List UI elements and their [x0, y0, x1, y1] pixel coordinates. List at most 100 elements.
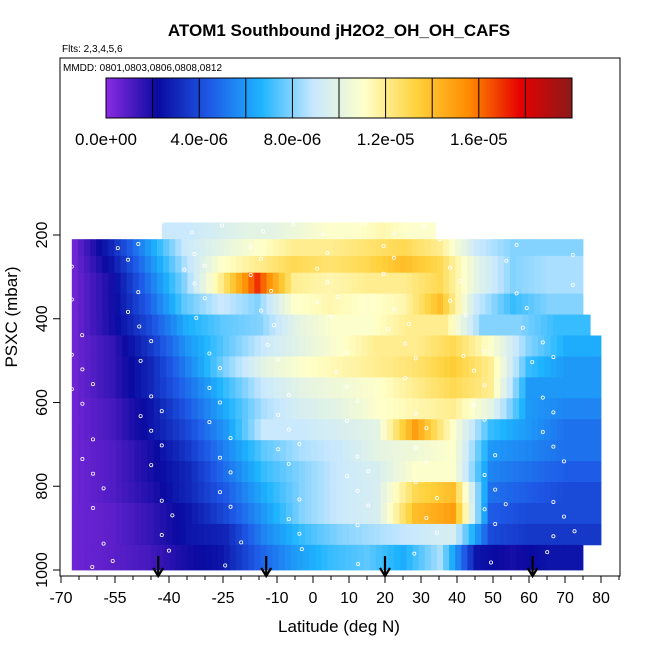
heatmap-cell [367, 482, 375, 504]
heatmap-cell [449, 544, 456, 571]
heatmap-cell [563, 398, 570, 420]
heatmap-cell [128, 523, 136, 546]
heatmap-cell [380, 503, 388, 525]
heatmap-cell [260, 398, 268, 420]
heatmap-cell [406, 293, 413, 315]
heatmap-cell [481, 461, 488, 483]
heatmap-cell [191, 335, 199, 357]
heatmap-cell [374, 377, 381, 399]
heatmap-cell [216, 440, 224, 462]
heatmap-cell [553, 314, 560, 336]
heatmap-cell [170, 222, 176, 240]
heatmap-cell [525, 419, 533, 441]
heatmap-cell [386, 503, 394, 525]
heatmap-cell [84, 523, 92, 546]
heatmap-cell [144, 239, 152, 257]
heatmap-cell [298, 377, 306, 399]
heatmap-cell [509, 544, 517, 571]
heatmap-cell [311, 398, 318, 420]
heatmap-cell [122, 440, 129, 462]
heatmap-cell [257, 222, 263, 240]
observation-point [315, 266, 320, 271]
heatmap-cell [147, 461, 155, 483]
heatmap-cell [582, 377, 589, 399]
heatmap-cell [393, 482, 400, 504]
heatmap-cell [122, 419, 129, 441]
heatmap-cell [304, 335, 312, 357]
heatmap-cell [128, 398, 136, 420]
heatmap-cell [412, 461, 419, 483]
heatmap-cell [336, 482, 344, 504]
heatmap-cell [552, 255, 560, 274]
heatmap-cell [248, 398, 255, 420]
heatmap-cell [120, 544, 127, 571]
heatmap-cell [544, 377, 551, 399]
heatmap-cell [412, 419, 419, 441]
heatmap-cell [323, 356, 331, 378]
heatmap-cell [405, 398, 413, 420]
heatmap-cell [304, 356, 312, 378]
heatmap-cell [108, 255, 115, 274]
heatmap-cell [570, 239, 578, 257]
heatmap-cell [475, 398, 482, 420]
heatmap-cell [475, 461, 482, 483]
heatmap-cell [139, 314, 147, 336]
heatmap-cell [223, 461, 230, 483]
observation-point [90, 471, 95, 476]
heatmap-cell [569, 356, 577, 378]
heatmap-cell [273, 482, 281, 504]
heatmap-cell [216, 503, 224, 525]
heatmap-cell [367, 356, 375, 378]
heatmap-cell [77, 293, 85, 315]
observation-point [228, 504, 233, 509]
plot-area [69, 220, 602, 571]
heatmap-cell [497, 239, 505, 257]
heatmap-cell [368, 314, 375, 336]
heatmap-cell [197, 356, 205, 378]
heatmap-cell [170, 314, 178, 336]
heatmap-cell [456, 377, 463, 399]
heatmap-cell [355, 398, 362, 420]
heatmap-cell [519, 440, 526, 462]
heatmap-cell [229, 503, 236, 525]
heatmap-cell [357, 222, 363, 240]
heatmap-cell [408, 222, 413, 240]
heatmap-cell [423, 314, 431, 336]
heatmap-cell [71, 482, 79, 504]
heatmap-cell [550, 482, 558, 504]
heatmap-cell [284, 293, 292, 315]
heatmap-cell [292, 440, 299, 462]
heatmap-cell [363, 544, 371, 571]
heatmap-cell [475, 440, 482, 462]
observation-point [297, 497, 302, 502]
heatmap-cell [260, 335, 268, 357]
heatmap-cell [380, 523, 388, 546]
observation-point [248, 245, 253, 250]
heatmap-cell [166, 482, 173, 504]
observation-point [80, 367, 85, 372]
heatmap-cell [362, 222, 368, 240]
heatmap-cell [588, 398, 596, 420]
heatmap-cell [374, 503, 381, 525]
heatmap-cell [144, 544, 152, 571]
observation-point [504, 258, 509, 263]
heatmap-cell [437, 377, 444, 399]
observation-point [391, 307, 396, 312]
heatmap-cell [172, 523, 180, 546]
heatmap-cell [336, 419, 344, 441]
heatmap-cell [443, 377, 451, 399]
heatmap-cell [236, 544, 243, 571]
heatmap-cell [443, 272, 450, 295]
heatmap-cell [481, 419, 488, 441]
heatmap-cell [485, 272, 493, 295]
heatmap-cell [519, 335, 526, 357]
observation-point [403, 341, 408, 346]
heatmap-cell [351, 255, 359, 274]
observation-point [344, 350, 349, 355]
heatmap-cell [487, 482, 495, 504]
heatmap-cell [430, 503, 438, 525]
heatmap-cell [211, 239, 219, 257]
heatmap-cell [412, 523, 419, 546]
x-tick-label: 80 [592, 590, 610, 607]
